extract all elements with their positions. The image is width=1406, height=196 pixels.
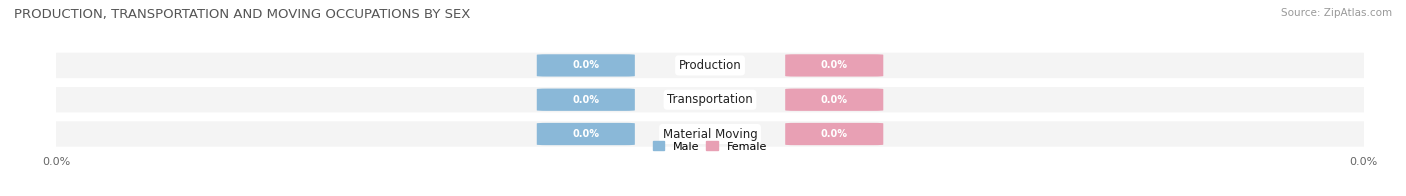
Text: 0.0%: 0.0% (572, 60, 599, 70)
Text: 0.0%: 0.0% (572, 129, 599, 139)
Legend: Male, Female: Male, Female (648, 137, 772, 156)
FancyBboxPatch shape (44, 53, 1376, 78)
Text: Transportation: Transportation (668, 93, 752, 106)
Text: PRODUCTION, TRANSPORTATION AND MOVING OCCUPATIONS BY SEX: PRODUCTION, TRANSPORTATION AND MOVING OC… (14, 8, 471, 21)
FancyBboxPatch shape (785, 89, 883, 111)
Text: 0.0%: 0.0% (821, 129, 848, 139)
FancyBboxPatch shape (785, 54, 883, 77)
Text: 0.0%: 0.0% (572, 95, 599, 105)
FancyBboxPatch shape (537, 123, 636, 145)
Text: Production: Production (679, 59, 741, 72)
Text: 0.0%: 0.0% (821, 60, 848, 70)
Text: Source: ZipAtlas.com: Source: ZipAtlas.com (1281, 8, 1392, 18)
Text: 0.0%: 0.0% (821, 95, 848, 105)
FancyBboxPatch shape (44, 87, 1376, 113)
FancyBboxPatch shape (44, 121, 1376, 147)
FancyBboxPatch shape (537, 89, 636, 111)
FancyBboxPatch shape (785, 123, 883, 145)
Text: Material Moving: Material Moving (662, 128, 758, 141)
FancyBboxPatch shape (537, 54, 636, 77)
